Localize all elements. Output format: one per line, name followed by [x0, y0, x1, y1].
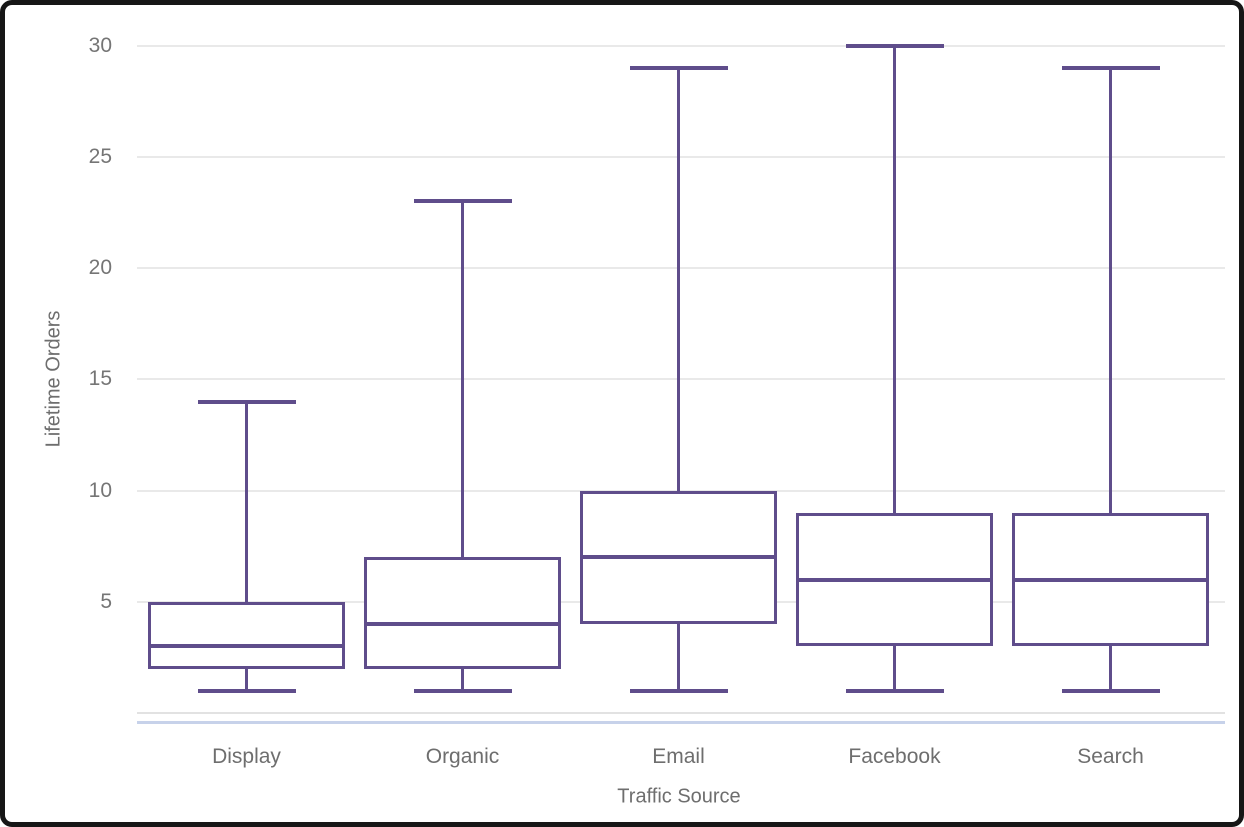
- whisker-stem-organic: [461, 201, 464, 691]
- median-line-search: [1012, 577, 1209, 582]
- median-line-organic: [364, 622, 561, 626]
- whisker-cap-max-organic: [413, 199, 512, 204]
- gridline: [137, 267, 1225, 269]
- whisker-cap-max-facebook: [845, 43, 944, 48]
- bottom-accent-line: [137, 721, 1225, 724]
- y-tick-label: 20: [88, 256, 112, 279]
- box-display[interactable]: [148, 601, 345, 669]
- gridline: [137, 44, 1225, 47]
- whisker-cap-min-search: [1061, 688, 1160, 693]
- box-organic[interactable]: [364, 557, 561, 669]
- x-category-label-email: Email: [652, 745, 705, 768]
- x-category-label-organic: Organic: [425, 745, 500, 768]
- gridline: [137, 155, 1225, 158]
- median-line-facebook: [796, 577, 993, 582]
- y-tick-label: 25: [88, 144, 112, 168]
- y-axis-title: Lifetime Orders: [42, 310, 65, 448]
- gridline: [137, 378, 1225, 381]
- median-line-email: [580, 555, 777, 560]
- whisker-cap-min-facebook: [845, 688, 944, 693]
- whisker-cap-min-organic: [413, 688, 512, 693]
- whisker-stem-facebook: [893, 45, 896, 691]
- median-line-display: [148, 644, 345, 649]
- y-tick-label: 10: [88, 478, 112, 502]
- whisker-stem-search: [1109, 67, 1112, 691]
- whisker-cap-max-email: [629, 65, 728, 70]
- x-axis-baseline: [137, 712, 1225, 714]
- x-category-label-facebook: Facebook: [848, 745, 941, 768]
- whisker-cap-min-display: [197, 688, 296, 693]
- whisker-cap-max-display: [197, 399, 296, 404]
- whisker-cap-min-email: [629, 688, 728, 693]
- y-tick-label: 30: [88, 33, 112, 57]
- whisker-stem-email: [677, 67, 680, 691]
- x-category-label-display: Display: [212, 745, 281, 768]
- whisker-stem-display: [245, 401, 248, 691]
- y-tick-label: 15: [88, 367, 112, 391]
- x-category-label-search: Search: [1077, 745, 1144, 768]
- whisker-cap-max-search: [1061, 65, 1160, 70]
- y-tick-label: 5: [100, 589, 112, 613]
- x-axis-title: Traffic Source: [617, 785, 741, 808]
